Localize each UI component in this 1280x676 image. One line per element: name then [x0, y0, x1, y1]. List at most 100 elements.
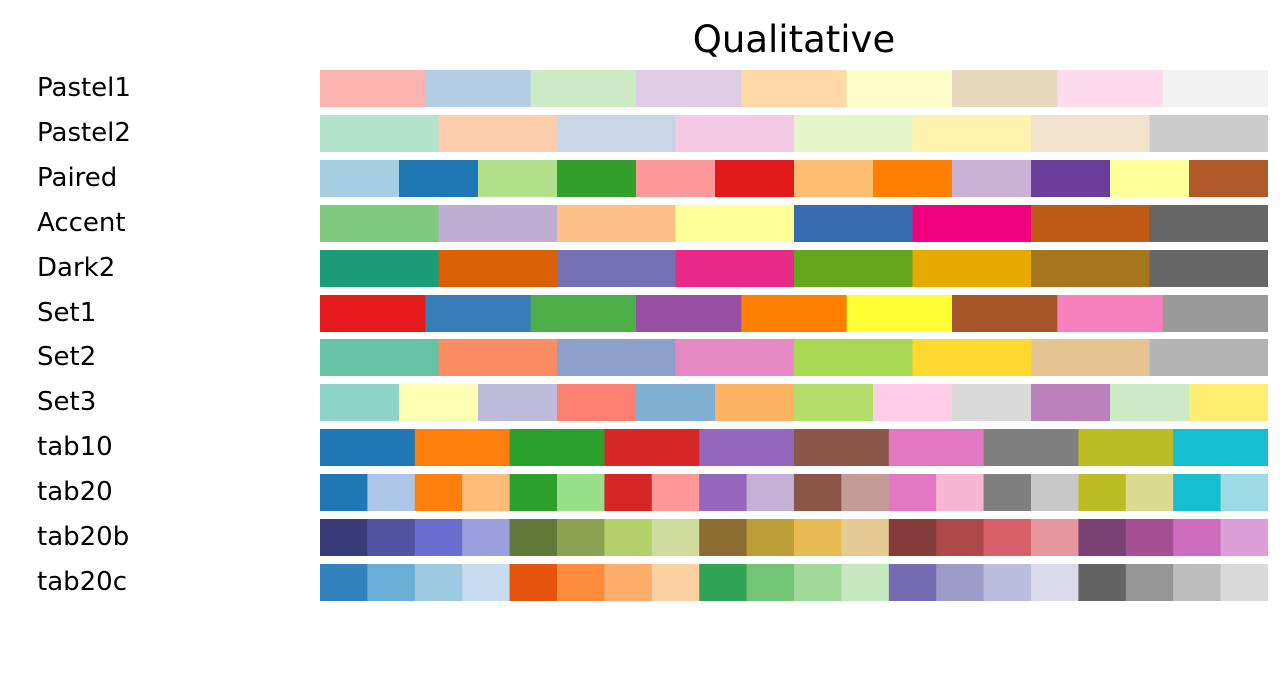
- colormap-label: tab10: [37, 432, 113, 463]
- colormap-row: Dark2: [0, 249, 1280, 287]
- color-swatch: [557, 159, 637, 197]
- color-swatch: [675, 339, 795, 377]
- color-swatch: [675, 249, 795, 287]
- color-swatch: [936, 519, 985, 556]
- colormap-strip: [320, 114, 1268, 152]
- color-swatch: [1110, 159, 1190, 197]
- colormap-strip: [320, 204, 1268, 242]
- color-swatch: [1031, 204, 1150, 242]
- color-swatch: [675, 204, 795, 242]
- color-swatch: [438, 249, 558, 287]
- colormap-label: tab20: [37, 477, 113, 508]
- color-swatch: [794, 429, 890, 467]
- colormap-label: Accent: [37, 207, 126, 238]
- color-swatch: [509, 474, 558, 512]
- colormap-row: Pastel2: [0, 114, 1280, 152]
- color-swatch: [604, 474, 653, 512]
- color-swatch: [604, 563, 653, 601]
- color-swatch: [1110, 384, 1190, 422]
- colormap-strip: [320, 249, 1268, 287]
- color-swatch: [414, 474, 463, 512]
- color-swatch: [952, 159, 1032, 197]
- color-swatch: [1031, 474, 1079, 512]
- color-swatch: [1078, 563, 1127, 601]
- color-swatch: [983, 429, 1079, 467]
- color-swatch: [1220, 474, 1268, 512]
- color-swatch: [1031, 114, 1150, 152]
- colormap-strip: [320, 159, 1268, 197]
- color-swatch: [1149, 204, 1268, 242]
- color-swatch: [873, 384, 953, 422]
- color-swatch: [320, 384, 400, 422]
- color-swatch: [888, 519, 937, 556]
- color-swatch: [509, 563, 558, 601]
- color-swatch: [888, 429, 985, 467]
- colormap-label: Paired: [37, 162, 118, 193]
- color-swatch: [320, 563, 368, 601]
- color-swatch: [462, 563, 511, 601]
- color-swatch: [425, 294, 532, 332]
- color-swatch: [912, 114, 1032, 152]
- color-swatch: [478, 159, 558, 197]
- color-swatch: [1173, 474, 1222, 512]
- color-swatch: [509, 519, 558, 556]
- color-swatch: [1189, 159, 1268, 197]
- color-swatch: [478, 384, 558, 422]
- color-swatch: [741, 294, 848, 332]
- colormap-strip: [320, 339, 1268, 377]
- colormap-label: Set2: [37, 342, 97, 373]
- color-swatch: [557, 563, 605, 601]
- color-swatch: [675, 114, 795, 152]
- color-swatch: [1057, 70, 1164, 107]
- color-swatch: [557, 339, 676, 377]
- color-swatch: [320, 474, 368, 512]
- color-swatch: [651, 474, 700, 512]
- color-swatch: [557, 474, 605, 512]
- colormap-row: Set1: [0, 294, 1280, 332]
- color-swatch: [636, 70, 742, 107]
- color-swatch: [320, 204, 439, 242]
- colormap-label: tab20c: [37, 566, 128, 597]
- color-swatch: [636, 384, 716, 422]
- color-swatch: [794, 159, 874, 197]
- color-swatch: [983, 563, 1032, 601]
- color-swatch: [1162, 70, 1268, 107]
- color-swatch: [1173, 563, 1222, 601]
- color-swatch: [715, 159, 795, 197]
- color-swatch: [320, 339, 439, 377]
- color-swatch: [438, 339, 558, 377]
- color-swatch: [414, 429, 511, 467]
- colormap-row: tab20: [0, 474, 1280, 512]
- color-swatch: [1173, 429, 1268, 467]
- colormap-strip: [320, 563, 1268, 601]
- color-swatch: [320, 519, 368, 556]
- colormap-strip: [320, 384, 1268, 422]
- color-swatch: [912, 249, 1032, 287]
- color-swatch: [367, 519, 416, 556]
- color-swatch: [1031, 563, 1079, 601]
- colormap-strip: [320, 474, 1268, 512]
- color-swatch: [636, 159, 716, 197]
- color-swatch: [1057, 294, 1164, 332]
- color-swatch: [715, 384, 795, 422]
- color-swatch: [438, 204, 558, 242]
- color-swatch: [651, 563, 700, 601]
- colormap-label: tab20b: [37, 522, 130, 552]
- color-swatch: [873, 159, 953, 197]
- color-swatch: [1078, 474, 1127, 512]
- color-swatch: [794, 519, 842, 556]
- color-swatch: [557, 114, 676, 152]
- colormap-strip: [320, 70, 1268, 107]
- color-swatch: [952, 70, 1058, 107]
- color-swatch: [414, 519, 463, 556]
- colormap-label: Pastel2: [37, 117, 131, 148]
- color-swatch: [1078, 519, 1127, 556]
- colormap-strip: [320, 429, 1268, 467]
- color-swatch: [557, 204, 676, 242]
- color-swatch: [1125, 474, 1174, 512]
- color-swatch: [912, 339, 1032, 377]
- colormap-row: tab10: [0, 429, 1280, 467]
- color-swatch: [557, 519, 605, 556]
- color-swatch: [841, 563, 890, 601]
